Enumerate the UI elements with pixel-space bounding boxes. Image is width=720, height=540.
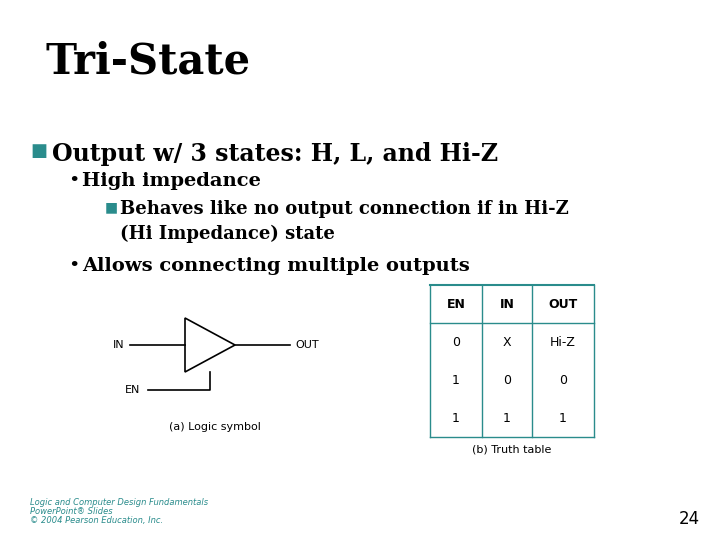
Text: 0: 0	[559, 374, 567, 387]
Text: 1: 1	[452, 411, 460, 424]
Text: 1: 1	[559, 411, 567, 424]
Text: IN: IN	[112, 340, 124, 350]
Text: Logic and Computer Design Fundamentals: Logic and Computer Design Fundamentals	[30, 498, 208, 507]
Text: ■: ■	[30, 142, 47, 160]
Text: OUT: OUT	[549, 298, 577, 310]
Text: •: •	[68, 257, 79, 275]
Text: EN: EN	[446, 298, 465, 310]
Text: (a) Logic symbol: (a) Logic symbol	[169, 422, 261, 432]
Text: High impedance: High impedance	[82, 172, 261, 190]
Text: 1: 1	[503, 411, 511, 424]
Text: IN: IN	[500, 298, 514, 310]
Text: 0: 0	[503, 374, 511, 387]
Text: OUT: OUT	[295, 340, 319, 350]
Text: Hi-Z: Hi-Z	[550, 335, 576, 348]
Text: X: X	[503, 335, 511, 348]
Text: Behaves like no output connection if in Hi-Z
(Hi Impedance) state: Behaves like no output connection if in …	[120, 200, 569, 244]
Text: Output w/ 3 states: H, L, and Hi-Z: Output w/ 3 states: H, L, and Hi-Z	[52, 142, 498, 166]
Text: EN: EN	[125, 385, 140, 395]
Text: Tri-State: Tri-State	[45, 40, 250, 82]
Text: Allows connecting multiple outputs: Allows connecting multiple outputs	[82, 257, 469, 275]
Text: © 2004 Pearson Education, Inc.: © 2004 Pearson Education, Inc.	[30, 516, 163, 525]
Text: 0: 0	[452, 335, 460, 348]
Text: ■: ■	[105, 200, 118, 214]
Text: •: •	[68, 172, 79, 190]
Text: 24: 24	[679, 510, 700, 528]
Text: 1: 1	[452, 374, 460, 387]
Text: (b) Truth table: (b) Truth table	[472, 445, 552, 455]
Text: PowerPoint® Slides: PowerPoint® Slides	[30, 507, 112, 516]
